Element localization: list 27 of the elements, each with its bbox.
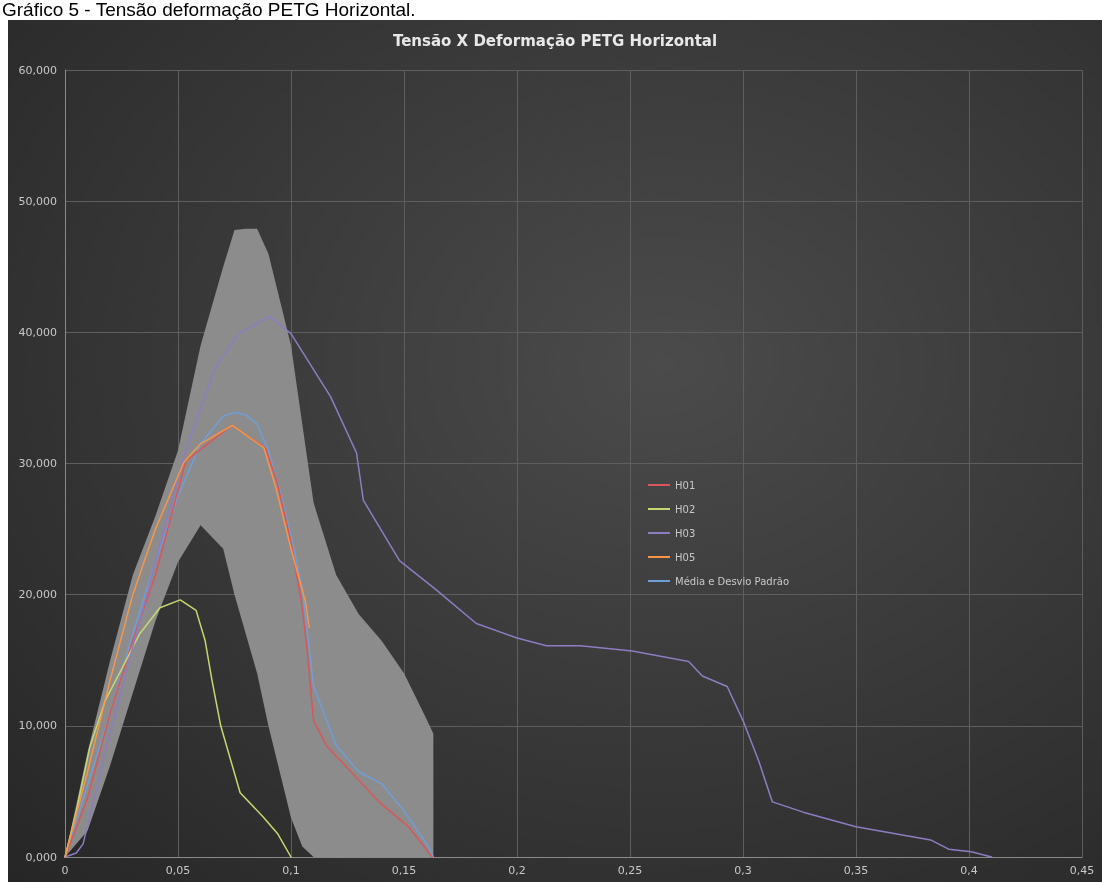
line-series (64, 315, 993, 858)
x-tick-label: 0,1 (282, 864, 300, 877)
x-tick-label: 0,15 (391, 864, 417, 877)
y-tick-label: 40,000 (18, 325, 57, 339)
line-series (64, 599, 292, 858)
x-tick-label: 0,05 (165, 864, 191, 877)
y-tick-label: 10,000 (18, 719, 57, 733)
line-series (64, 424, 310, 858)
x-tick-label: 0,45 (1069, 864, 1095, 877)
legend-label: H05 (675, 551, 696, 563)
legend-label: H02 (675, 503, 696, 515)
legend-label: Média e Desvio Padrão (675, 575, 790, 587)
x-tick-label: 0,4 (960, 864, 978, 877)
chart-title: Tensão X Deformação PETG Horizontal (392, 31, 718, 50)
x-tick-label: 0,25 (617, 864, 643, 877)
text: Gráfico 5 - Tensão deformação PETG Horizontal. (2, 0, 416, 20)
y-tick-label: 30,000 (18, 457, 57, 470)
x-tick-label: 0,35 (843, 864, 869, 877)
y-tick-label: 60,000 (18, 63, 57, 77)
x-tick-label: 0 (61, 864, 69, 877)
x-tick-label: 0,3 (734, 864, 752, 877)
y-tick-label: 0,000 (25, 850, 57, 864)
y-tick-label: 20,000 (18, 588, 57, 602)
legend-label: H03 (675, 527, 696, 539)
y-tick-label: 50,000 (18, 194, 57, 208)
legend-label: H01 (675, 479, 696, 491)
x-tick-label: 0,2 (508, 864, 526, 877)
